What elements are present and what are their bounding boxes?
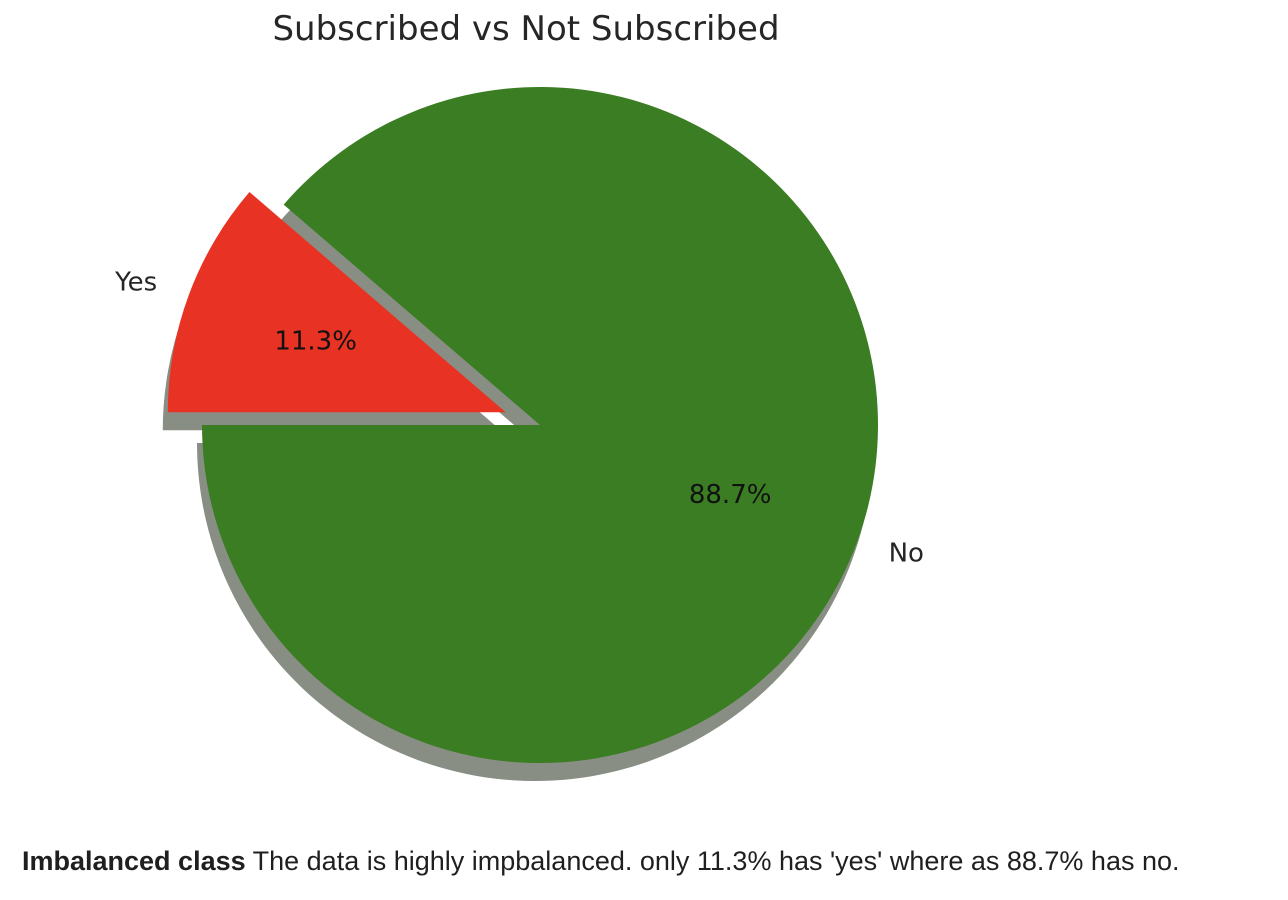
slice-yes <box>167 191 506 413</box>
slice-label-no: No <box>889 539 924 569</box>
slice-pct-label-yes: 11.3% <box>274 326 357 356</box>
caption-bold: Imbalanced class <box>22 846 246 876</box>
slice-no <box>202 86 878 763</box>
caption-text: The data is highly impbalanced. only 11.… <box>245 846 1180 876</box>
slice-label-yes: Yes <box>114 268 157 298</box>
pie-chart: Subscribed vs Not Subscribed Yes 11.3% No 8… <box>114 9 924 781</box>
pie-chart-svg: Subscribed vs Not Subscribed Yes 11.3% No 8… <box>114 9 924 781</box>
chart-title: Subscribed vs Not Subscribed <box>272 9 779 49</box>
pie-labels: Yes 11.3% No 88.7% <box>114 268 924 569</box>
slice-pct-label-no: 88.7% <box>689 480 772 510</box>
pie-slices <box>167 86 878 763</box>
caption: Imbalanced class The data is highly impb… <box>22 846 1272 877</box>
